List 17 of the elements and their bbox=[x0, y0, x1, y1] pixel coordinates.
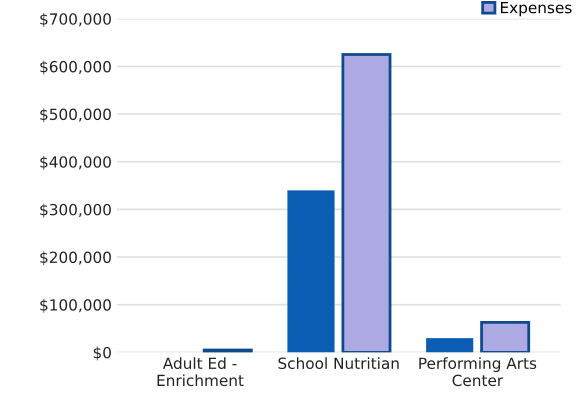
y-tick-label: $200,000 bbox=[40, 251, 111, 266]
x-tick-label: Adult Ed - Enrichment bbox=[158, 357, 244, 386]
y-tick-label: $500,000 bbox=[40, 108, 111, 122]
y-tick-label: $100,000 bbox=[40, 298, 111, 313]
y-tick-label: $0 bbox=[94, 346, 111, 360]
bar bbox=[341, 53, 392, 352]
x-tick-label: School Nutritian bbox=[278, 357, 399, 370]
y-tick-label: $300,000 bbox=[40, 204, 111, 218]
bar bbox=[426, 338, 474, 352]
bar bbox=[202, 348, 253, 352]
y-tick-label: $700,000 bbox=[40, 12, 111, 27]
x-tick-label: Performing Arts Center bbox=[419, 357, 536, 386]
bar bbox=[287, 190, 335, 352]
y-tick-label: $600,000 bbox=[40, 60, 111, 74]
bar bbox=[480, 320, 530, 352]
y-tick-label: $400,000 bbox=[40, 156, 111, 170]
legend-label: Expenses bbox=[500, 2, 572, 16]
